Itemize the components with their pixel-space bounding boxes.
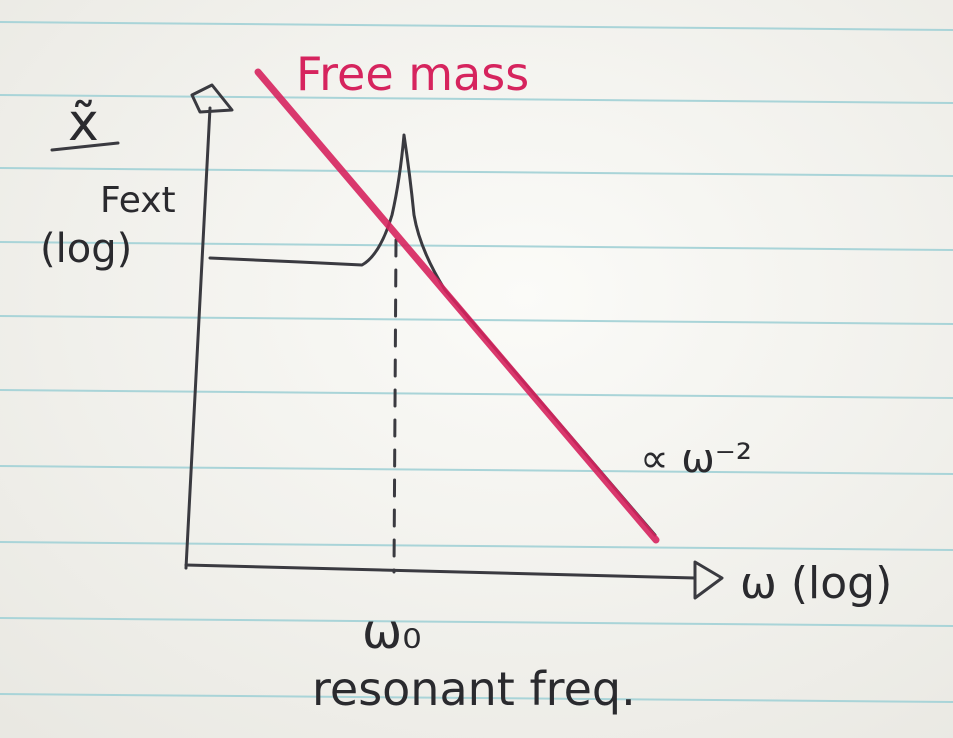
resonance-caption: resonant freq. [312, 662, 636, 716]
x-axis-label: ω (log) [740, 558, 892, 609]
y-axis [184, 106, 212, 570]
y-label-scale: (log) [40, 226, 132, 272]
fraction-bar [50, 141, 120, 152]
x-arrowhead [693, 560, 724, 600]
x-axis [184, 563, 697, 580]
resonance-line [392, 238, 398, 574]
y-arrowhead [190, 83, 234, 114]
y-label-numerator: x̃ [68, 93, 99, 153]
free-mass-line [254, 68, 660, 544]
resonance-label: ω₀ [362, 604, 421, 660]
ruled-lines [0, 21, 953, 703]
slope-label: ∝ ω⁻² [640, 436, 752, 482]
line-label: Free mass [296, 47, 529, 101]
response-curve [208, 133, 657, 537]
y-label-denominator: Fext [100, 180, 176, 221]
